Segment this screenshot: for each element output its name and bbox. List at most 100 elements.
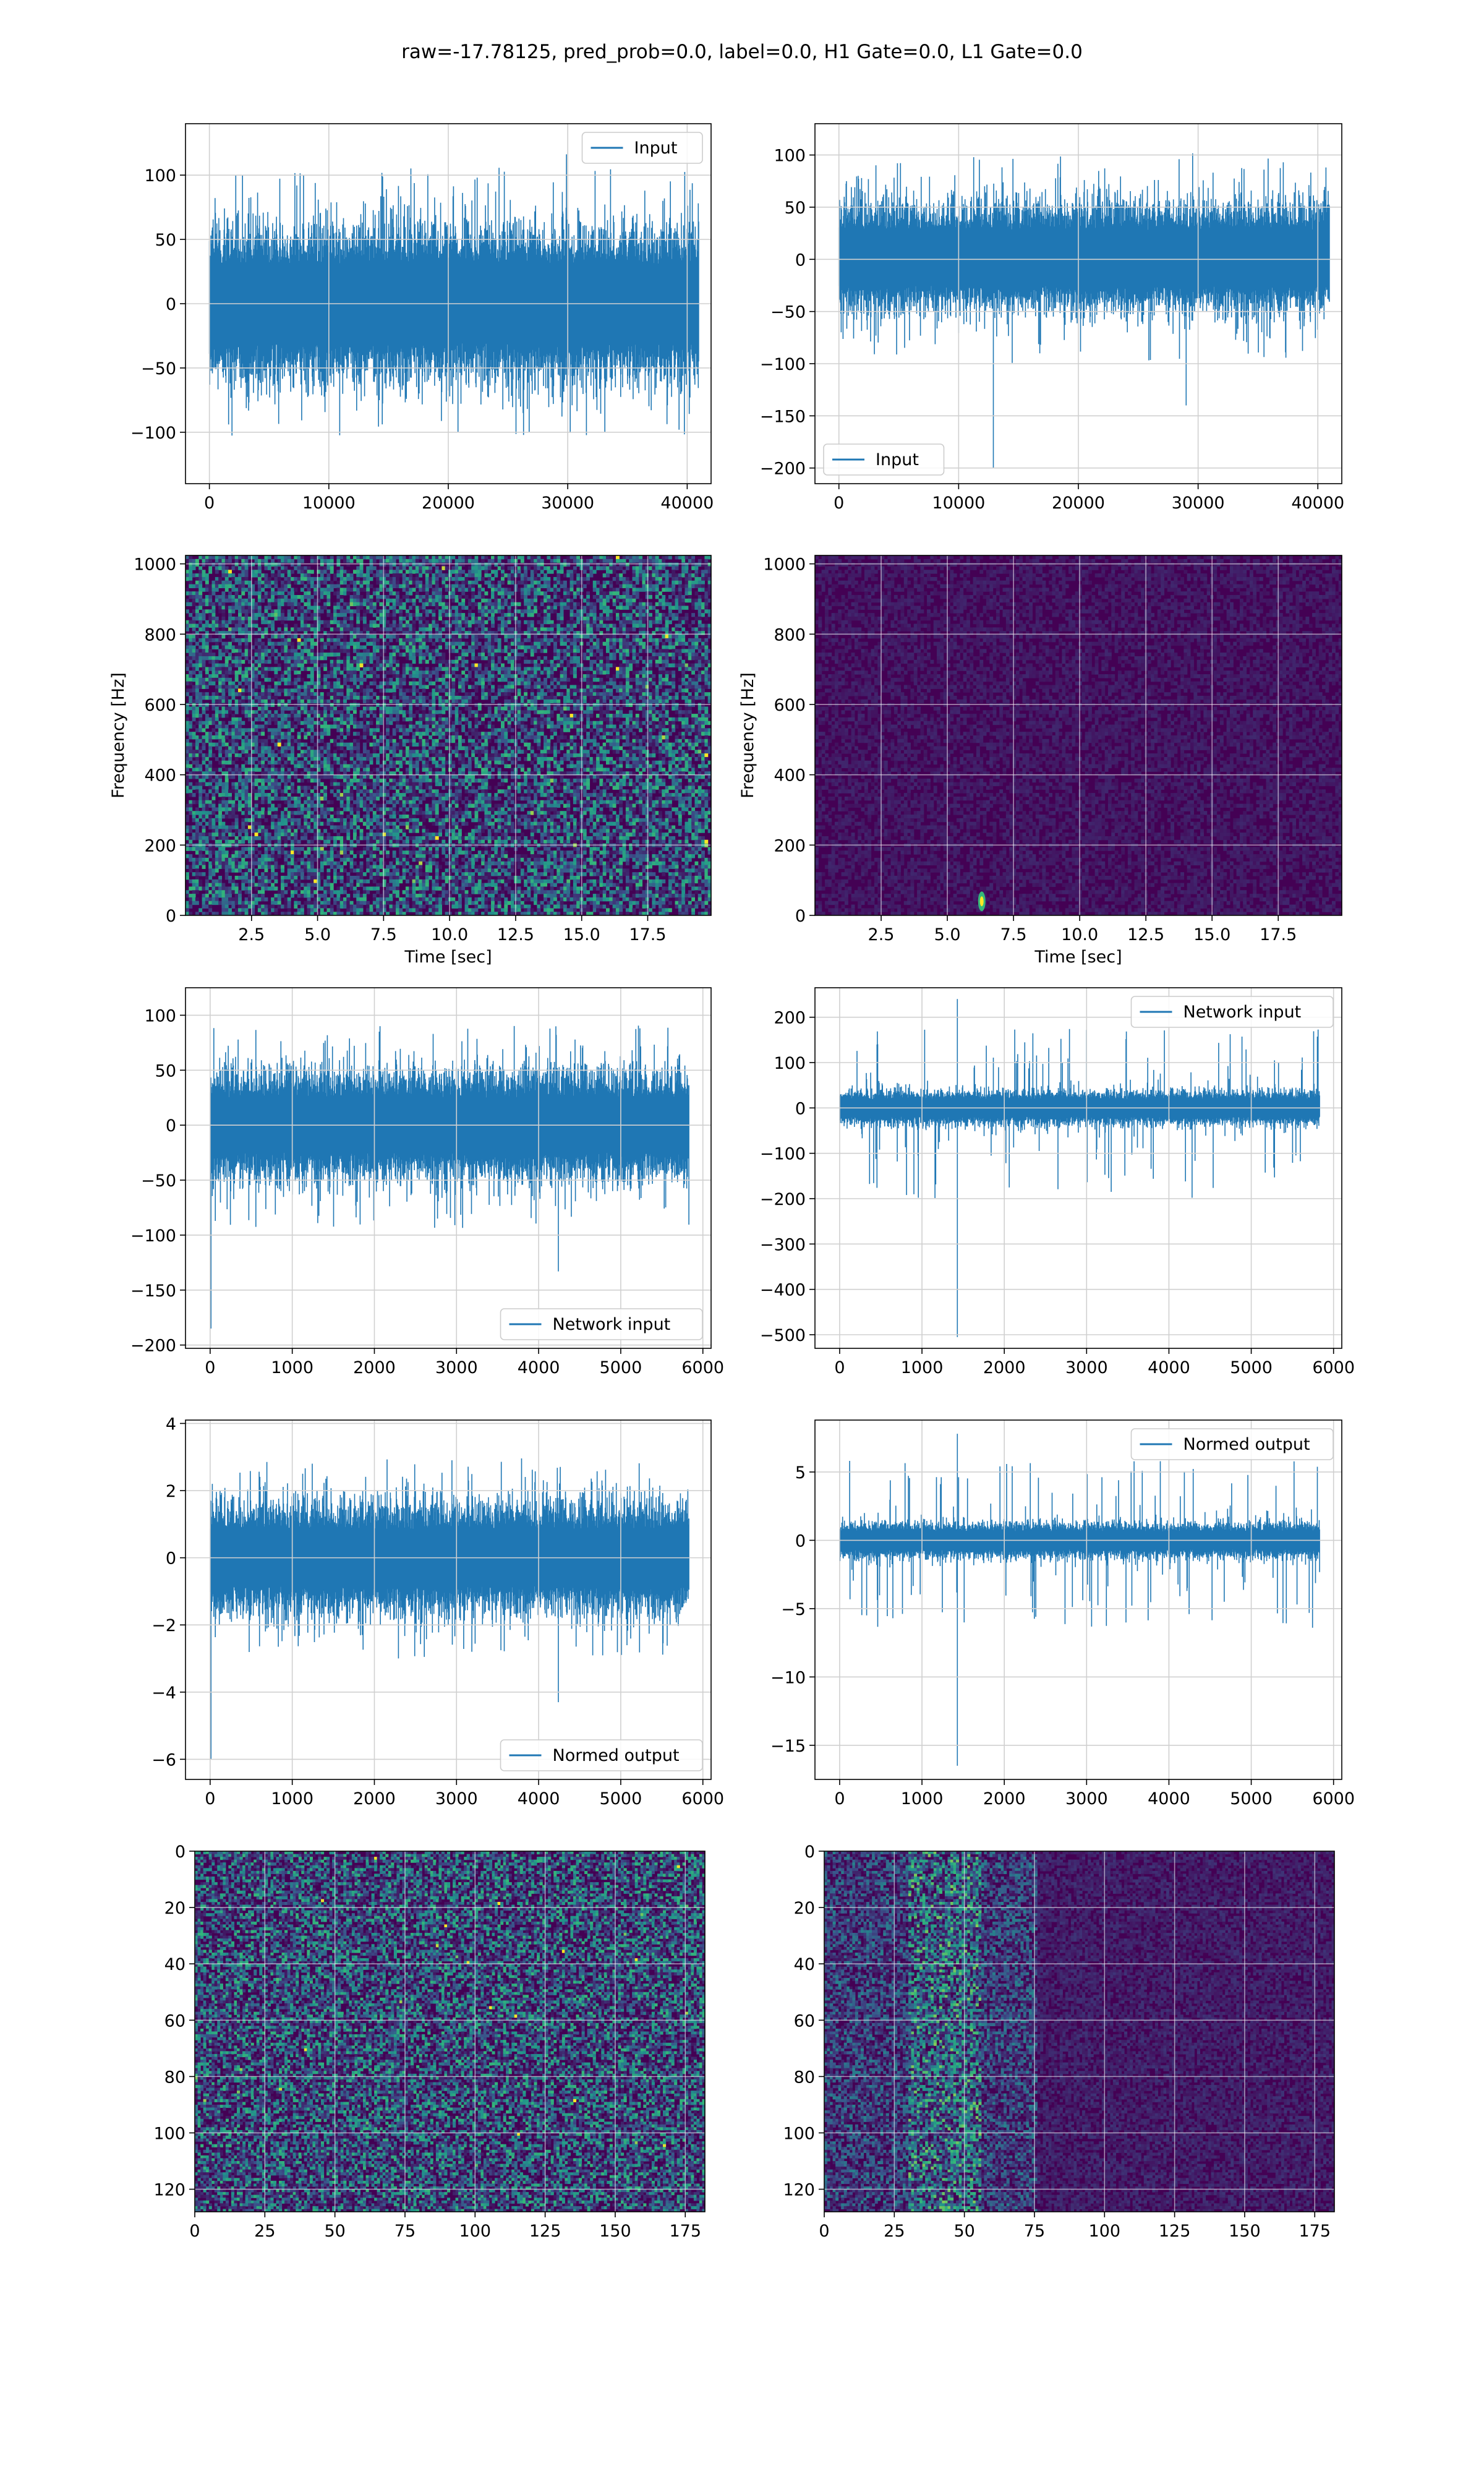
heatmap-cell — [474, 685, 479, 689]
heatmap-cell — [333, 685, 337, 689]
heatmap-cell — [675, 606, 679, 610]
heatmap-cell — [494, 710, 498, 714]
heatmap-cell — [405, 570, 409, 574]
heatmap-cell — [619, 681, 623, 686]
heatmap-cell — [234, 623, 239, 628]
heatmap-cell — [547, 688, 551, 693]
heatmap-cell — [665, 649, 669, 653]
heatmap-cell — [540, 602, 544, 607]
heatmap-cell — [612, 681, 616, 686]
heatmap-cell — [366, 580, 370, 585]
heatmap-cell — [547, 641, 551, 646]
heatmap-cell — [675, 703, 679, 708]
heatmap-cell — [224, 595, 229, 599]
heatmap-cell — [684, 570, 689, 574]
heatmap-cell — [556, 570, 561, 574]
heatmap-cell — [619, 667, 623, 671]
heatmap-cell — [697, 588, 702, 592]
heatmap-cell — [281, 656, 284, 661]
heatmap-cell — [369, 584, 373, 588]
heatmap-cell — [251, 588, 255, 592]
heatmap-cell — [211, 695, 216, 700]
heatmap-cell — [537, 656, 541, 661]
heatmap-cell — [678, 588, 682, 592]
heatmap-cell — [632, 591, 636, 596]
heatmap-cell — [261, 584, 265, 588]
heatmap-cell — [389, 653, 393, 657]
heatmap-cell — [609, 681, 613, 686]
heatmap-cell — [691, 677, 696, 682]
heatmap-cell — [186, 681, 189, 686]
heatmap-cell — [221, 566, 226, 570]
heatmap-cell — [326, 613, 331, 617]
heatmap-cell — [202, 706, 206, 711]
heatmap-cell — [606, 591, 610, 596]
heatmap-cell — [359, 606, 364, 610]
heatmap-cell — [675, 653, 679, 657]
heatmap-cell — [652, 688, 656, 693]
heatmap-cell — [405, 559, 409, 563]
heatmap-cell — [642, 695, 646, 700]
heatmap-cell — [274, 656, 278, 661]
heatmap-cell — [202, 695, 206, 700]
heatmap-cell — [471, 598, 475, 603]
heatmap-cell — [494, 674, 498, 678]
heatmap-cell — [615, 609, 620, 614]
heatmap-cell — [362, 620, 367, 625]
heatmap-cell — [454, 667, 459, 671]
heatmap-cell — [441, 562, 446, 567]
heatmap-cell — [215, 692, 219, 696]
heatmap-cell — [192, 562, 196, 567]
heatmap-cell — [504, 638, 508, 643]
heatmap-cell — [241, 620, 245, 625]
heatmap-cell — [701, 584, 705, 588]
heatmap-cell — [343, 609, 347, 614]
heatmap-cell — [461, 602, 466, 607]
heatmap-cell — [359, 562, 364, 567]
heatmap-cell — [556, 576, 561, 581]
heatmap-cell — [566, 620, 571, 625]
heatmap-cell — [362, 667, 367, 671]
heatmap-cell — [668, 613, 672, 617]
heatmap-cell — [359, 555, 364, 560]
heatmap-cell — [320, 573, 324, 578]
heatmap-cell — [642, 641, 646, 646]
heatmap-cell — [659, 677, 662, 682]
heatmap-cell — [287, 663, 291, 668]
heatmap-cell — [507, 667, 511, 671]
heatmap-cell — [530, 627, 534, 631]
heatmap-cell — [507, 685, 511, 689]
heatmap-cell — [317, 609, 321, 614]
heatmap-cell — [333, 692, 337, 696]
heatmap-cell — [586, 674, 591, 678]
heatmap-cell — [432, 659, 436, 664]
heatmap-cell — [247, 591, 252, 596]
heatmap-cell — [569, 667, 574, 671]
heatmap-cell — [432, 591, 436, 596]
heatmap-cell — [655, 576, 659, 581]
heatmap-cell — [707, 588, 711, 592]
heatmap-cell — [435, 685, 439, 689]
heatmap-cell — [274, 613, 278, 617]
heatmap-cell — [635, 659, 639, 664]
heatmap-cell — [586, 703, 591, 708]
heatmap-cell — [330, 635, 334, 639]
heatmap-cell — [467, 573, 472, 578]
heatmap-cell — [205, 677, 209, 682]
heatmap-cell — [336, 595, 341, 599]
heatmap-cell — [287, 559, 291, 563]
heatmap-cell — [425, 613, 429, 617]
heatmap-cell — [487, 677, 492, 682]
heatmap-cell — [477, 591, 482, 596]
heatmap-cell — [592, 566, 597, 570]
heatmap-cell — [461, 670, 466, 675]
heatmap-cell — [415, 645, 419, 649]
heatmap-cell — [599, 706, 603, 711]
heatmap-cell — [304, 609, 308, 614]
heatmap-cell — [389, 706, 393, 711]
heatmap-cell — [662, 616, 666, 621]
heatmap-cell — [300, 606, 304, 610]
heatmap-cell — [524, 620, 528, 625]
heatmap-cell — [662, 695, 666, 700]
heatmap-cell — [247, 649, 252, 653]
